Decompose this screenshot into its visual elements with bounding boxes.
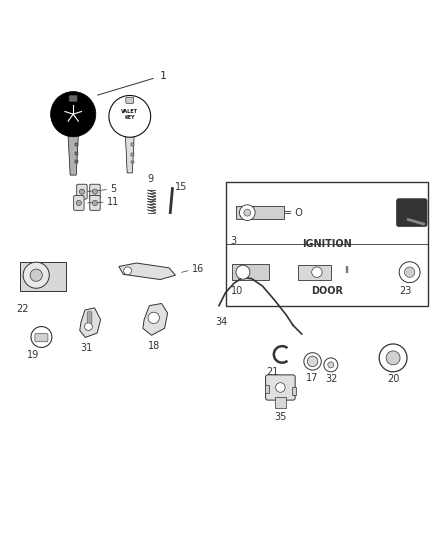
Circle shape xyxy=(304,353,321,370)
Circle shape xyxy=(76,200,81,206)
Circle shape xyxy=(109,95,151,137)
Bar xyxy=(298,265,331,280)
FancyBboxPatch shape xyxy=(77,184,87,199)
Text: 18: 18 xyxy=(148,341,160,351)
Circle shape xyxy=(92,200,98,206)
Circle shape xyxy=(23,262,49,288)
Bar xyxy=(131,161,134,163)
Text: 11: 11 xyxy=(107,197,119,207)
Bar xyxy=(20,262,66,292)
Text: IGNITION: IGNITION xyxy=(302,239,352,249)
Text: 5: 5 xyxy=(110,184,117,194)
Circle shape xyxy=(324,358,338,372)
FancyBboxPatch shape xyxy=(265,375,295,400)
Circle shape xyxy=(244,209,251,216)
Circle shape xyxy=(85,322,92,330)
Circle shape xyxy=(148,312,159,324)
Circle shape xyxy=(240,205,255,221)
Text: 15: 15 xyxy=(175,182,187,192)
FancyBboxPatch shape xyxy=(90,184,100,199)
Bar xyxy=(232,264,269,280)
Polygon shape xyxy=(119,263,176,279)
Text: DOOR: DOOR xyxy=(311,286,343,296)
Text: 35: 35 xyxy=(274,413,286,422)
Circle shape xyxy=(399,262,420,282)
Text: 31: 31 xyxy=(81,343,93,353)
Circle shape xyxy=(92,189,98,194)
Circle shape xyxy=(328,362,334,368)
Polygon shape xyxy=(143,303,168,335)
Circle shape xyxy=(31,327,52,348)
Circle shape xyxy=(379,344,407,372)
Bar xyxy=(226,182,428,305)
Bar xyxy=(131,143,134,146)
Circle shape xyxy=(236,265,250,279)
FancyBboxPatch shape xyxy=(69,95,78,102)
FancyBboxPatch shape xyxy=(396,199,427,227)
Text: 34: 34 xyxy=(215,317,227,327)
Text: 1: 1 xyxy=(160,71,167,82)
Bar xyxy=(275,397,286,408)
Text: 16: 16 xyxy=(192,264,204,273)
FancyBboxPatch shape xyxy=(35,334,48,342)
Bar xyxy=(131,153,134,156)
Bar xyxy=(265,385,269,393)
Text: 19: 19 xyxy=(27,350,39,360)
Text: = O: = O xyxy=(283,208,302,217)
FancyBboxPatch shape xyxy=(87,312,92,323)
Circle shape xyxy=(79,189,85,194)
Bar xyxy=(74,143,78,146)
Circle shape xyxy=(276,383,285,392)
Text: 21: 21 xyxy=(266,367,278,377)
FancyBboxPatch shape xyxy=(126,97,134,103)
Text: 10: 10 xyxy=(231,286,243,296)
Text: II: II xyxy=(344,266,349,276)
Text: 17: 17 xyxy=(307,373,319,383)
FancyBboxPatch shape xyxy=(74,196,84,211)
Circle shape xyxy=(404,267,415,277)
Bar xyxy=(292,387,297,395)
Circle shape xyxy=(124,267,131,275)
Circle shape xyxy=(30,269,42,281)
Polygon shape xyxy=(80,308,101,337)
Text: 23: 23 xyxy=(399,286,412,296)
Circle shape xyxy=(50,92,96,137)
Polygon shape xyxy=(125,130,134,173)
Text: VALET
KEY: VALET KEY xyxy=(121,109,138,119)
Bar xyxy=(74,151,78,155)
Circle shape xyxy=(312,267,322,277)
Text: 3: 3 xyxy=(231,236,237,246)
Text: 20: 20 xyxy=(387,375,399,384)
Circle shape xyxy=(386,351,400,365)
Bar xyxy=(237,206,284,219)
Circle shape xyxy=(307,356,318,367)
Text: 22: 22 xyxy=(17,304,29,314)
Text: 32: 32 xyxy=(325,375,337,384)
Text: 9: 9 xyxy=(147,174,153,184)
Bar xyxy=(74,160,78,163)
Polygon shape xyxy=(68,127,78,175)
FancyBboxPatch shape xyxy=(90,196,100,211)
